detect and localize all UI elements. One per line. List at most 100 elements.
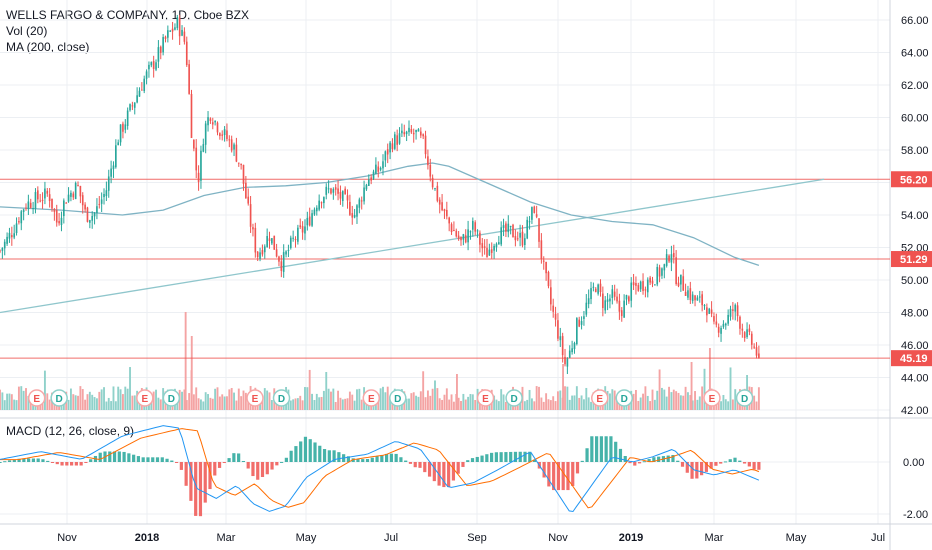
event-label: D xyxy=(394,394,401,405)
candle-body xyxy=(103,193,105,198)
volume-bar xyxy=(3,400,6,410)
candle-body xyxy=(441,202,443,211)
candle-body xyxy=(358,199,361,208)
candle-body xyxy=(219,133,221,136)
candle-body xyxy=(235,144,238,162)
candle-body xyxy=(670,254,673,263)
volume-bar xyxy=(611,389,614,410)
macd-histogram-bar xyxy=(208,462,212,490)
volume-bar xyxy=(313,399,316,410)
candle-body xyxy=(304,226,306,234)
volume-bar xyxy=(228,389,231,410)
trendline xyxy=(0,178,825,314)
macd-histogram-bar xyxy=(384,453,389,462)
candle-body xyxy=(0,250,1,252)
candle-body xyxy=(126,110,129,126)
candle-body xyxy=(209,118,212,122)
volume-bar xyxy=(668,386,670,410)
volume-bar xyxy=(386,386,389,410)
macd-histogram-bar xyxy=(36,458,40,462)
candle-body xyxy=(431,177,434,188)
volume-bar xyxy=(346,398,349,410)
candle-body xyxy=(720,327,722,334)
volume-bar xyxy=(344,398,347,410)
volume-bar xyxy=(86,394,89,410)
candle-body xyxy=(39,200,42,202)
candle-body xyxy=(320,202,323,204)
volume-bar xyxy=(653,399,656,410)
macd-histogram-bar xyxy=(265,462,269,475)
volume-bar xyxy=(467,396,470,410)
candle-body xyxy=(65,202,68,204)
volume-bar xyxy=(157,397,160,410)
time-tick-label: May xyxy=(786,532,807,544)
candle-body xyxy=(84,204,86,210)
macd-histogram-bar xyxy=(55,462,59,465)
volume-bar xyxy=(698,396,701,410)
candle-body xyxy=(181,29,183,36)
volume-bar xyxy=(124,386,127,410)
candle-body xyxy=(297,227,299,242)
volume-bar xyxy=(237,388,240,410)
volume-bar xyxy=(72,394,75,410)
candle-body xyxy=(576,318,578,345)
macd-histogram-bar xyxy=(322,449,327,462)
candle-body xyxy=(315,207,318,212)
volume-spike xyxy=(690,362,693,410)
candle-body xyxy=(727,314,729,324)
macd-histogram-bar xyxy=(747,462,751,467)
candle-body xyxy=(550,287,552,305)
candle-body xyxy=(37,190,39,200)
ma-legend[interactable]: MA (200, close) xyxy=(6,40,90,54)
volume-bar xyxy=(327,388,330,410)
candle-body xyxy=(72,193,75,198)
candle-body xyxy=(642,281,644,291)
macd-histogram-bar xyxy=(84,462,88,463)
volume-bar xyxy=(452,401,455,410)
event-label: D xyxy=(741,394,748,405)
candle-body xyxy=(547,271,550,287)
volume-bar xyxy=(268,392,271,410)
candle-body xyxy=(422,134,425,137)
candle-body xyxy=(197,172,200,182)
volume-bar xyxy=(736,397,739,410)
candle-body xyxy=(375,164,377,174)
candle-body xyxy=(105,190,108,197)
volume-bar xyxy=(301,400,304,410)
candle-body xyxy=(533,206,536,213)
candle-body xyxy=(79,185,82,197)
macd-histogram-bar xyxy=(141,457,145,462)
candle-body xyxy=(292,237,294,239)
volume-bar xyxy=(545,393,548,410)
dividend-marker xyxy=(389,389,407,407)
candle-body xyxy=(703,305,706,307)
volume-bar xyxy=(20,386,23,410)
volume-bar xyxy=(408,398,410,410)
macd-legend[interactable]: MACD (12, 26, close, 9) xyxy=(6,424,135,438)
candle-body xyxy=(143,78,146,92)
macd-histogram-bar xyxy=(442,462,446,488)
macd-histogram-bar xyxy=(580,460,584,462)
macd-histogram-bar xyxy=(504,452,508,462)
candle-body xyxy=(245,182,247,199)
candle-body xyxy=(585,302,588,315)
volume-legend[interactable]: Vol (20) xyxy=(6,24,48,38)
candle-body xyxy=(748,328,751,332)
price-tick-label: 62.00 xyxy=(901,80,929,92)
volume-spike xyxy=(456,374,458,410)
volume-bar xyxy=(582,399,585,410)
macd-histogram-bar xyxy=(79,462,83,466)
candle-body xyxy=(67,194,70,202)
candle-body xyxy=(526,219,529,239)
macd-histogram-bar xyxy=(470,458,475,462)
candle-body xyxy=(450,224,453,232)
candle-body xyxy=(490,249,493,253)
macd-histogram-bar xyxy=(222,462,226,464)
macd-histogram-bar xyxy=(728,459,732,462)
volume-bar xyxy=(677,392,680,410)
candle-body xyxy=(81,195,84,206)
candle-body xyxy=(174,27,176,30)
candle-body xyxy=(559,336,562,341)
candle-body xyxy=(389,142,391,153)
